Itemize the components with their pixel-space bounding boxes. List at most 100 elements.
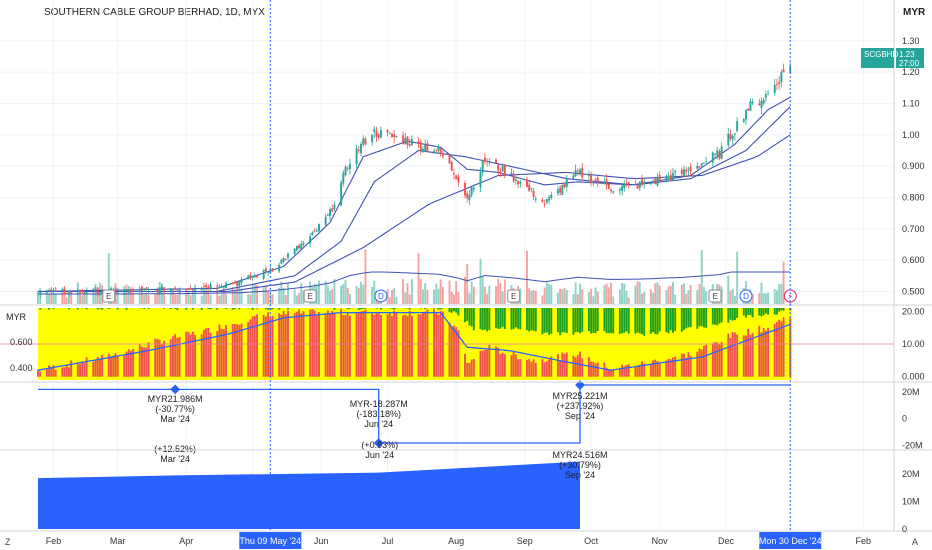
volume-bar [548, 283, 551, 304]
candle-body [94, 288, 97, 290]
oscillator-red-bar [488, 344, 491, 377]
oscillator-axis-tick: 10.00 [902, 339, 925, 349]
candle-body [340, 182, 343, 206]
oscillator-green-bar [760, 308, 763, 317]
volume-bar [404, 292, 407, 304]
candle-body [37, 293, 39, 295]
candle-body [52, 289, 55, 292]
candle-body [236, 281, 239, 285]
candle-body [636, 184, 639, 189]
oscillator-green-bar [76, 308, 79, 310]
oscillator-red-bar [483, 349, 486, 377]
candle-body [689, 166, 692, 172]
volume-bar [209, 294, 212, 304]
oscillator-red-bar [528, 358, 531, 377]
oscillator-red-bar [178, 336, 181, 377]
oscillator-green-bar [424, 308, 427, 310]
volume-bar [534, 290, 537, 304]
oscillator-green-bar [764, 308, 767, 314]
candle-body [638, 181, 641, 188]
candle-body [251, 276, 254, 278]
oscillator-red-bar [470, 359, 473, 377]
candle-body [452, 173, 455, 175]
candle-body [271, 268, 274, 271]
candle-body [574, 170, 577, 176]
cumulative-axis-tick: 10M [902, 497, 920, 507]
volume-bar [331, 289, 334, 304]
oscillator-red-bar [643, 363, 646, 377]
oscillator-red-bar [727, 333, 730, 377]
volume-bar [729, 290, 732, 304]
oscillator-green-bar [346, 308, 349, 310]
candle-body [333, 204, 336, 210]
oscillator-left-tick: 0.400 [10, 363, 33, 373]
oscillator-red-bar [138, 344, 141, 377]
volume-bar [395, 296, 398, 304]
event-marker-icon[interactable] [374, 289, 388, 303]
volume-bar [410, 278, 413, 304]
candle-body [101, 292, 104, 294]
oscillator-green-bar [762, 308, 765, 316]
oscillator-green-bar [52, 308, 55, 309]
volume-bar [233, 290, 236, 304]
candle-body [698, 166, 701, 168]
volume-bar [200, 295, 203, 304]
candle-body [178, 289, 181, 292]
earnings-marker-icon[interactable] [708, 289, 722, 303]
step-point-marker[interactable] [170, 384, 181, 395]
oscillator-green-bar [48, 308, 51, 310]
earnings-marker-icon[interactable] [102, 289, 116, 303]
oscillator-red-bar [300, 313, 303, 377]
last-price-value: 1.23 [899, 50, 915, 59]
oscillator-green-bar [698, 308, 701, 327]
oscillator-red-bar [98, 359, 101, 377]
volume-bar [641, 293, 643, 304]
earnings-marker-icon[interactable] [303, 289, 317, 303]
candle-body [541, 199, 544, 202]
volume-bar [773, 289, 776, 304]
oscillator-red-bar [636, 366, 639, 377]
oscillator-red-bar [251, 316, 254, 377]
volume-bar [138, 294, 141, 304]
oscillator-green-bar [85, 308, 88, 310]
volume-bar [342, 284, 345, 304]
volume-bar [674, 294, 677, 304]
oscillator-green-bar [68, 308, 70, 310]
oscillator-red-bar [85, 357, 88, 377]
volume-bar [68, 292, 70, 304]
oscillator-red-bar [81, 361, 84, 377]
auto-scale-button[interactable]: A [912, 537, 918, 547]
event-marker-icon[interactable] [739, 289, 753, 303]
oscillator-red-bar [65, 364, 68, 377]
oscillator-red-bar [495, 346, 497, 377]
candle-body [495, 159, 497, 163]
zoom-out-button[interactable]: Z [5, 537, 11, 547]
candle-body [282, 258, 285, 262]
oscillator-red-bar [318, 312, 320, 377]
oscillator-green-bar [587, 308, 590, 332]
candle-body [530, 188, 533, 190]
oscillator-red-bar [169, 339, 172, 377]
oscillator-green-bar [716, 308, 719, 326]
oscillator-red-bar [714, 342, 716, 377]
oscillator-red-bar [364, 309, 367, 377]
oscillator-red-bar [225, 325, 228, 377]
oscillator-green-bar [672, 308, 674, 333]
oscillator-red-bar [548, 359, 551, 377]
step-point-marker[interactable] [373, 438, 384, 448]
volume-bar [426, 289, 429, 304]
volume-bar [775, 290, 778, 304]
time-axis-tick: Oct [584, 536, 599, 546]
step-point-marker[interactable] [575, 380, 585, 390]
volume-bar [574, 282, 577, 304]
earnings-marker-icon[interactable] [507, 289, 521, 303]
volume-bar [669, 285, 672, 304]
volume-bar [178, 290, 181, 304]
step-annotation-text: MYR24.516M [553, 450, 608, 460]
candle-body [572, 175, 575, 179]
candle-body [525, 179, 528, 188]
oscillator-green-bar [143, 308, 146, 309]
price-axis-currency[interactable]: MYR [903, 7, 926, 18]
volume-bar [141, 285, 143, 304]
oscillator-red-bar [132, 348, 135, 377]
